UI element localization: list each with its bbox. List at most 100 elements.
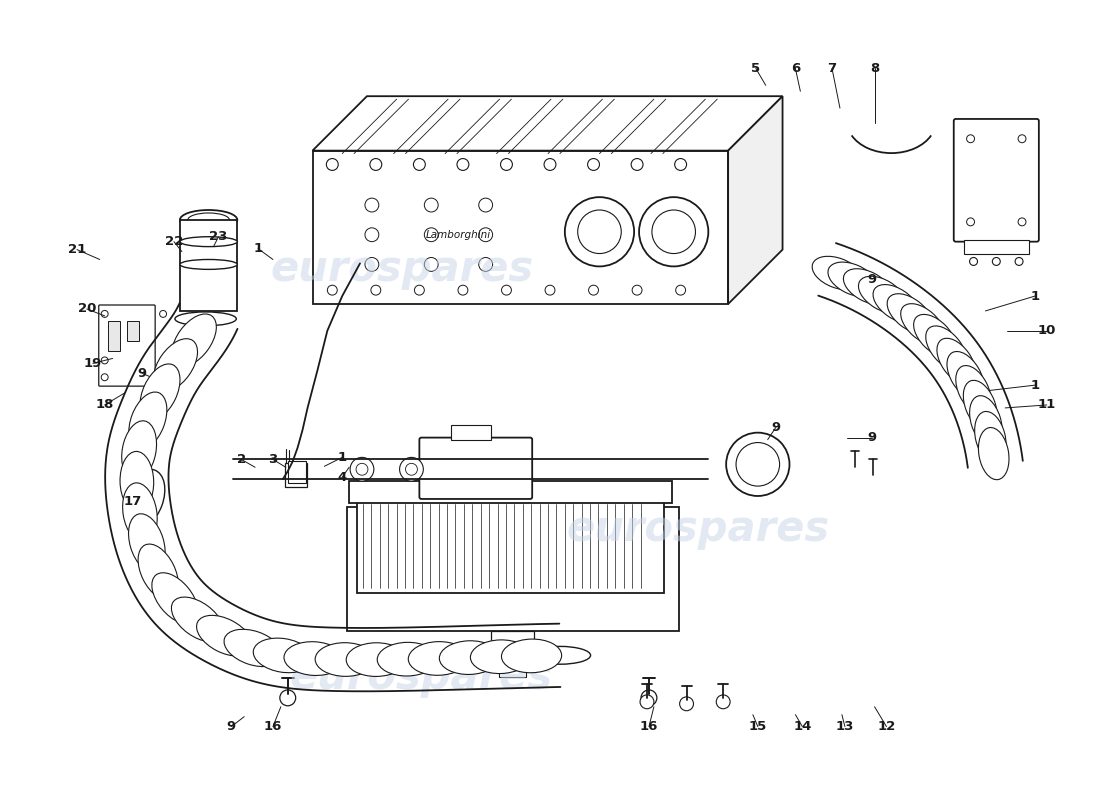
Ellipse shape — [129, 514, 165, 572]
Text: 15: 15 — [749, 720, 767, 733]
Text: 3: 3 — [268, 453, 277, 466]
Circle shape — [546, 286, 554, 295]
Text: 14: 14 — [793, 720, 812, 733]
Circle shape — [992, 258, 1000, 266]
Text: 9: 9 — [867, 273, 877, 286]
Circle shape — [716, 695, 730, 709]
Text: 22: 22 — [165, 235, 183, 248]
Ellipse shape — [188, 213, 230, 227]
Ellipse shape — [180, 259, 238, 270]
Ellipse shape — [937, 338, 976, 385]
Text: 11: 11 — [1037, 398, 1056, 411]
Text: 9: 9 — [138, 366, 147, 380]
Ellipse shape — [175, 312, 236, 326]
Ellipse shape — [408, 642, 469, 675]
Bar — [180, 220, 238, 311]
FancyBboxPatch shape — [419, 438, 532, 499]
Ellipse shape — [180, 237, 238, 246]
Text: 1: 1 — [338, 451, 346, 464]
Circle shape — [101, 357, 108, 364]
Ellipse shape — [914, 314, 956, 358]
Circle shape — [406, 463, 417, 475]
Bar — [491, 630, 535, 668]
Ellipse shape — [284, 642, 344, 675]
Circle shape — [967, 218, 975, 226]
Ellipse shape — [152, 573, 198, 624]
Ellipse shape — [439, 641, 499, 674]
Ellipse shape — [153, 338, 198, 392]
Bar — [964, 240, 1028, 254]
Ellipse shape — [978, 427, 1009, 480]
Circle shape — [652, 210, 695, 254]
Text: 21: 21 — [68, 243, 86, 256]
Ellipse shape — [197, 615, 252, 656]
Text: 1: 1 — [1031, 290, 1040, 302]
Polygon shape — [728, 96, 782, 304]
Ellipse shape — [253, 638, 312, 673]
Ellipse shape — [471, 640, 530, 674]
Text: 6: 6 — [791, 62, 800, 75]
Bar — [285, 463, 307, 487]
Circle shape — [371, 286, 381, 295]
Text: 23: 23 — [209, 230, 228, 243]
Circle shape — [456, 158, 469, 170]
Text: 18: 18 — [96, 398, 114, 411]
Circle shape — [967, 134, 975, 142]
Circle shape — [160, 374, 166, 381]
Text: 16: 16 — [264, 720, 282, 733]
Bar — [312, 150, 728, 304]
Circle shape — [632, 286, 642, 295]
Text: eurospares: eurospares — [270, 248, 534, 290]
Circle shape — [1015, 258, 1023, 266]
Text: 5: 5 — [751, 62, 760, 75]
Text: 4: 4 — [338, 470, 346, 484]
Bar — [451, 425, 491, 439]
Ellipse shape — [224, 630, 282, 666]
Bar — [349, 481, 672, 503]
Circle shape — [502, 286, 512, 295]
Circle shape — [328, 286, 338, 295]
Ellipse shape — [956, 366, 991, 414]
Circle shape — [365, 258, 378, 271]
Circle shape — [544, 158, 556, 170]
Text: 1: 1 — [253, 242, 263, 255]
Circle shape — [478, 228, 493, 242]
Ellipse shape — [129, 392, 167, 450]
Circle shape — [365, 228, 378, 242]
Text: Lamborghini: Lamborghini — [426, 230, 491, 240]
FancyBboxPatch shape — [954, 119, 1038, 242]
Ellipse shape — [975, 411, 1006, 463]
Ellipse shape — [887, 294, 933, 334]
Circle shape — [356, 463, 367, 475]
Circle shape — [425, 258, 438, 271]
Ellipse shape — [947, 351, 984, 399]
Ellipse shape — [969, 396, 1002, 446]
Ellipse shape — [315, 642, 375, 676]
Circle shape — [680, 697, 693, 710]
Circle shape — [641, 690, 657, 706]
Circle shape — [587, 158, 600, 170]
Text: 9: 9 — [771, 422, 780, 434]
Text: 9: 9 — [227, 720, 235, 733]
Text: 19: 19 — [84, 357, 102, 370]
Text: eurospares: eurospares — [289, 656, 553, 698]
Circle shape — [160, 357, 166, 364]
Bar — [288, 462, 306, 483]
Ellipse shape — [172, 314, 217, 366]
Ellipse shape — [812, 256, 862, 290]
Ellipse shape — [123, 470, 165, 529]
Ellipse shape — [140, 364, 180, 420]
Circle shape — [500, 158, 513, 170]
Circle shape — [674, 158, 686, 170]
Ellipse shape — [180, 210, 238, 230]
Circle shape — [736, 442, 780, 486]
Polygon shape — [312, 96, 782, 150]
Circle shape — [370, 158, 382, 170]
Text: 13: 13 — [836, 720, 854, 733]
Circle shape — [350, 458, 374, 481]
Ellipse shape — [122, 421, 156, 480]
Circle shape — [675, 286, 685, 295]
Text: 8: 8 — [870, 62, 879, 75]
Circle shape — [458, 286, 468, 295]
Text: 17: 17 — [123, 495, 142, 509]
